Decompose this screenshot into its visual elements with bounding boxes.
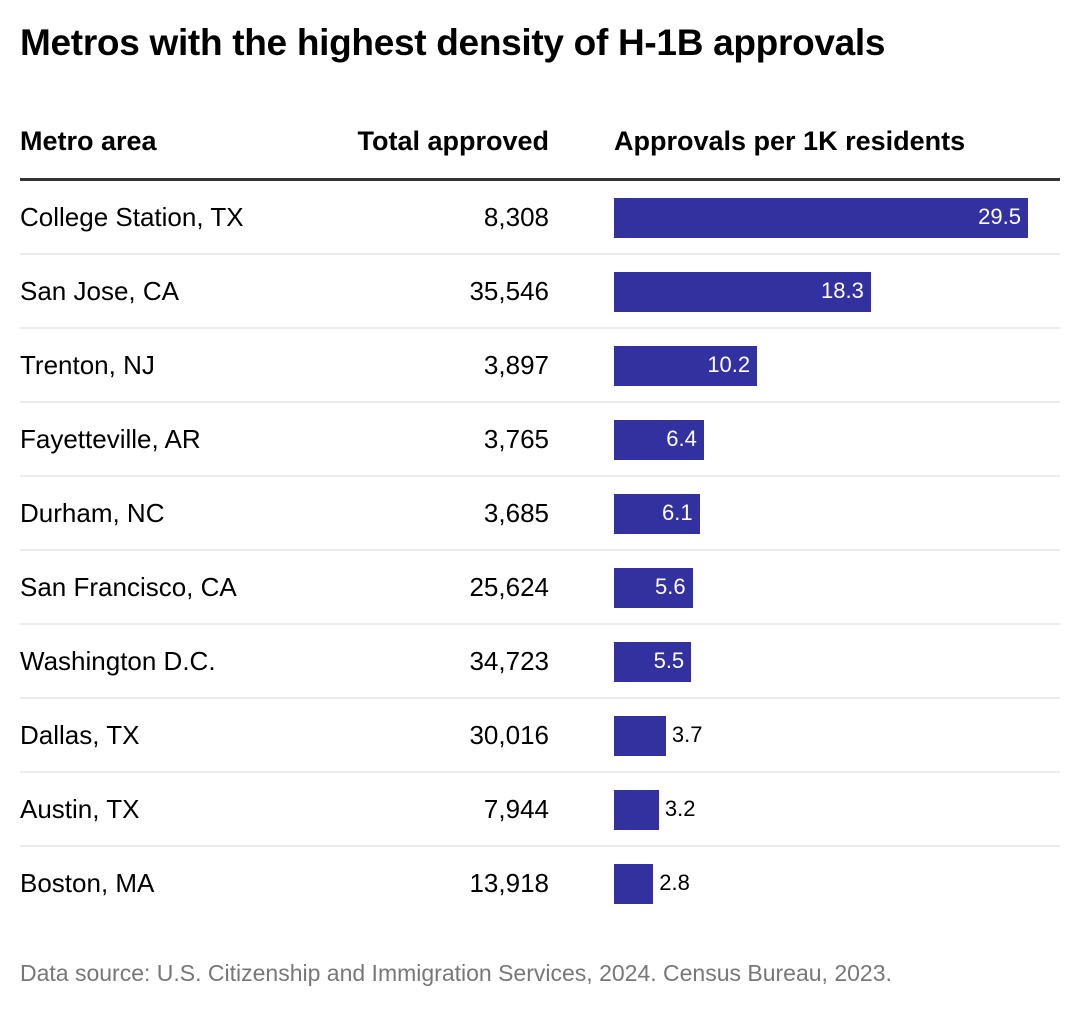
- bar: [614, 198, 1028, 238]
- total-approved: 13,918: [469, 868, 549, 898]
- chart-title: Metros with the highest density of H-1B …: [20, 22, 886, 63]
- total-approved: 7,944: [483, 794, 549, 824]
- metro-name: Durham, NC: [20, 498, 165, 528]
- total-approved: 34,723: [469, 646, 549, 676]
- metro-name: Washington D.C.: [20, 646, 216, 676]
- table-row: Boston, MA 13,918 2.8: [20, 847, 1060, 921]
- metro-name: Boston, MA: [20, 868, 155, 898]
- bar: [614, 420, 704, 460]
- table-row: Durham, NC 3,685 6.1: [20, 477, 1060, 551]
- column-header-per-1k[interactable]: Approvals per 1K residents: [614, 126, 966, 156]
- table-row: San Francisco, CA 25,624 5.6: [20, 551, 1060, 625]
- bar-value-label: 3.7: [671, 722, 703, 747]
- bar-value-label: 10.2: [707, 352, 751, 377]
- metro-name: San Jose, CA: [20, 276, 179, 306]
- table-row: Austin, TX 7,944 3.2: [20, 773, 1060, 847]
- bar-value-label: 5.5: [653, 648, 685, 673]
- bar-value-label: 5.6: [654, 574, 686, 599]
- total-approved: 3,897: [483, 350, 549, 380]
- table-row: Trenton, NJ 3,897 10.2: [20, 329, 1060, 403]
- column-header-total[interactable]: Total approved: [357, 126, 549, 156]
- source-note: Data source: U.S. Citizenship and Immigr…: [20, 960, 892, 986]
- total-approved: 3,765: [483, 424, 549, 454]
- bar-value-label: 6.4: [666, 426, 697, 451]
- total-approved: 3,685: [483, 498, 549, 528]
- total-approved: 25,624: [469, 572, 549, 602]
- bar: [614, 272, 871, 312]
- bar-value-label: 6.1: [662, 500, 693, 525]
- metro-name: Austin, TX: [20, 794, 140, 824]
- table-row: San Jose, CA 35,546 18.3: [20, 255, 1060, 329]
- bar: [614, 568, 693, 608]
- metro-name: Fayetteville, AR: [20, 424, 201, 454]
- bar: [614, 716, 666, 756]
- bar: [614, 494, 700, 534]
- metro-name: Trenton, NJ: [20, 350, 155, 380]
- total-approved: 35,546: [469, 276, 549, 306]
- table-row: Washington D.C. 34,723 5.5: [20, 625, 1060, 699]
- metro-name: Dallas, TX: [20, 720, 140, 750]
- table-row: Fayetteville, AR 3,765 6.4: [20, 403, 1060, 477]
- bar-value-label: 3.2: [664, 796, 696, 821]
- total-approved: 30,016: [469, 720, 549, 750]
- bar-value-label: 29.5: [978, 204, 1021, 229]
- bar: [614, 346, 758, 386]
- metro-name: San Francisco, CA: [20, 572, 237, 602]
- header-rule: [20, 178, 1060, 181]
- bar-value-label: 2.8: [659, 870, 690, 895]
- bar: [614, 790, 659, 830]
- bar-value-label: 18.3: [820, 278, 864, 303]
- bar: [614, 642, 692, 682]
- metro-name: College Station, TX: [20, 202, 244, 232]
- table-row: College Station, TX 8,308 29.5: [20, 181, 1060, 255]
- bar: [614, 864, 654, 904]
- total-approved: 8,308: [483, 202, 549, 232]
- table-row: Dallas, TX 30,016 3.7: [20, 699, 1060, 773]
- column-header-metro[interactable]: Metro area: [20, 126, 157, 156]
- table-body: College Station, TX 8,308 29.5 San Jose, CA…: [20, 181, 1060, 921]
